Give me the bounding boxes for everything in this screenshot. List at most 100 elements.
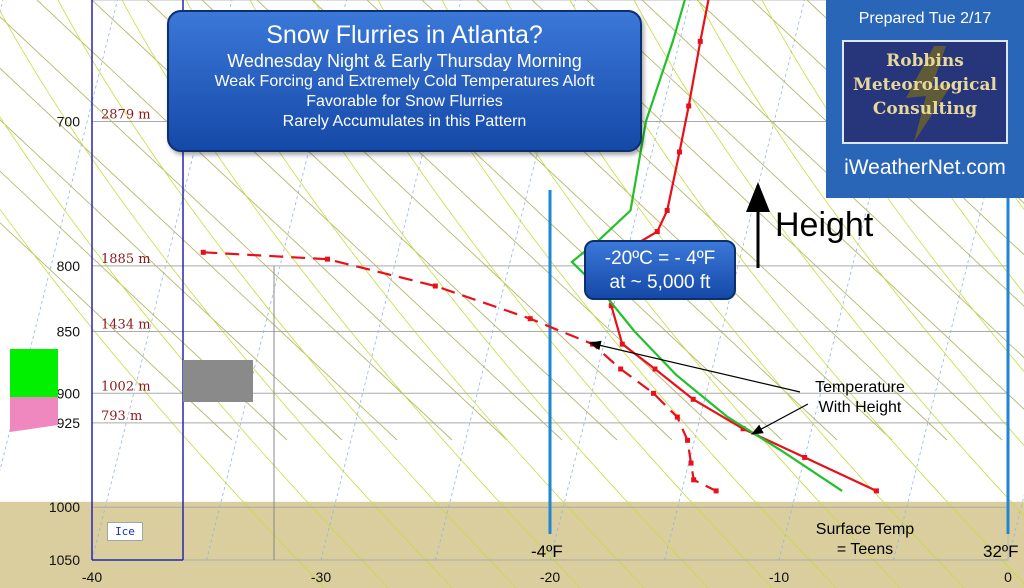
data-point-0 (697, 38, 703, 44)
temperature-with-height-line-2: With Height (818, 399, 902, 416)
moist-adiabat-line (761, 0, 1024, 373)
dry-adiabat-line (586, 0, 1024, 410)
cloud-layer-block (183, 360, 253, 402)
plus-32f-label: 32ºF (983, 542, 1019, 561)
moist-adiabat-line (633, 0, 1024, 517)
title-box: Snow Flurries in Atlanta? Wednesday Nigh… (167, 10, 642, 152)
data-point-1 (432, 283, 438, 289)
data-point-0 (652, 366, 658, 372)
brand-panel: Prepared Tue 2/17 Robbins Meteorological… (826, 0, 1024, 198)
green-layer-swatch (10, 349, 58, 397)
height-label: 2879 m (101, 108, 151, 123)
data-point-1 (713, 488, 719, 494)
data-point-1 (674, 414, 680, 420)
minus-4f-label: -4ºF (531, 542, 563, 561)
pink-layer-swatch (10, 397, 58, 432)
height-label: 1885 m (101, 252, 151, 267)
isotherm-line (778, 0, 920, 561)
website-label: iWeatherNet.com (844, 156, 1006, 179)
height-label: 1434 m (101, 317, 151, 332)
reference-lines (548, 190, 1010, 534)
isotherm-line (206, 0, 347, 561)
ice-label: Ice (107, 522, 143, 541)
data-point-0 (740, 426, 746, 432)
subtitle-line-3: Favorable for Snow Flurries (306, 93, 503, 110)
data-point-0 (608, 303, 614, 309)
surface-temp-line-1: Surface Temp (815, 521, 915, 538)
temp-arrow-upper (588, 340, 801, 393)
temperature-callout-line-1: -20ºC = - 4ºF (604, 248, 716, 269)
dry-adiabat-line (641, 0, 1024, 359)
data-point-0 (686, 103, 692, 109)
data-point-1 (325, 256, 331, 262)
data-point-1 (685, 437, 691, 443)
pressure-tick-label: 1050 (49, 552, 80, 568)
isotherm-line (664, 0, 805, 561)
side-panel (10, 0, 275, 561)
pressure-tick-label: 1000 (49, 499, 80, 515)
lightning-bolt-icon (906, 46, 952, 142)
isotherm-line (320, 0, 462, 561)
data-point-0 (676, 149, 682, 155)
x-tick-label: -20 (540, 569, 560, 585)
dry-adiabat-line (0, 119, 343, 441)
data-point-1 (527, 316, 533, 322)
dry-adiabat-line (0, 222, 233, 441)
height-label: 1002 m (101, 379, 151, 394)
pressure-tick-label: 900 (57, 385, 81, 401)
data-point-0 (654, 229, 660, 235)
height-label: 793 m (101, 409, 142, 424)
moist-adiabat-line (121, 0, 581, 588)
data-point-0 (664, 207, 670, 213)
isotherm-line (893, 36, 1024, 561)
subtitle-line-2: Weak Forcing and Extremely Cold Temperat… (214, 73, 595, 90)
axis-ticks: -40-30-20-100600700800850900925100010504… (49, 108, 1012, 585)
isotherm-line (549, 0, 691, 561)
data-point-0 (619, 341, 625, 347)
dry-adiabat-line (0, 16, 453, 441)
temperature-with-height-label: Temperature With Height (790, 378, 930, 418)
chart-title: Snow Flurries in Atlanta? (266, 21, 543, 49)
x-tick-label: -10 (769, 569, 789, 585)
logo-text-1: Robbins (886, 51, 964, 71)
logo-text-2: Meteorological (853, 75, 997, 95)
dry-adiabat-line (0, 67, 398, 441)
data-point-1 (618, 366, 624, 372)
surface-temp-label: Surface Temp = Teens (790, 520, 940, 560)
height-label: Height (775, 206, 874, 244)
data-point-0 (873, 488, 879, 494)
dry-adiabat-line (36, 0, 508, 441)
data-point-1 (651, 390, 657, 396)
moist-adiabat-line (0, 116, 389, 588)
logo-text-3: Consulting (872, 99, 978, 119)
data-point-1 (691, 477, 697, 483)
moist-adiabat-line (697, 0, 1024, 446)
isotherm-line (0, 0, 118, 472)
pressure-tick-label: 850 (57, 323, 81, 339)
surface-temp-line-2: = Teens (836, 541, 894, 558)
moist-adiabat-line (0, 208, 325, 588)
moist-adiabat-line (0, 10, 453, 588)
x-tick-label: 0 (1004, 569, 1012, 585)
data-point-1 (688, 460, 694, 466)
pressure-tick-label: 925 (57, 415, 81, 431)
data-point-0 (690, 396, 696, 402)
prepared-date: Prepared Tue 2/17 (858, 10, 992, 27)
x-tick-label: -30 (311, 569, 331, 585)
subtitle-line-1: Wednesday Night & Early Thursday Morning (227, 51, 582, 71)
temperature-callout-line-2: at ~ 5,000 ft (609, 272, 711, 293)
dry-adiabat-line (696, 0, 1024, 307)
company-logo: Robbins Meteorological Consulting (842, 40, 1008, 144)
isotherm-line (435, 0, 576, 561)
pressure-tick-label: 700 (57, 114, 81, 130)
pressure-tick-label: 800 (57, 258, 81, 274)
subtitle-line-4: Rarely Accumulates in this Pattern (282, 113, 527, 130)
temperature-with-height-line-1: Temperature (815, 379, 905, 396)
isotherm-line (0, 0, 4, 14)
x-tick-label: -40 (82, 569, 102, 585)
isotherm-line (91, 0, 233, 561)
data-point-1 (200, 249, 206, 255)
moist-adiabat-line (57, 0, 517, 588)
data-point-0 (802, 454, 808, 460)
